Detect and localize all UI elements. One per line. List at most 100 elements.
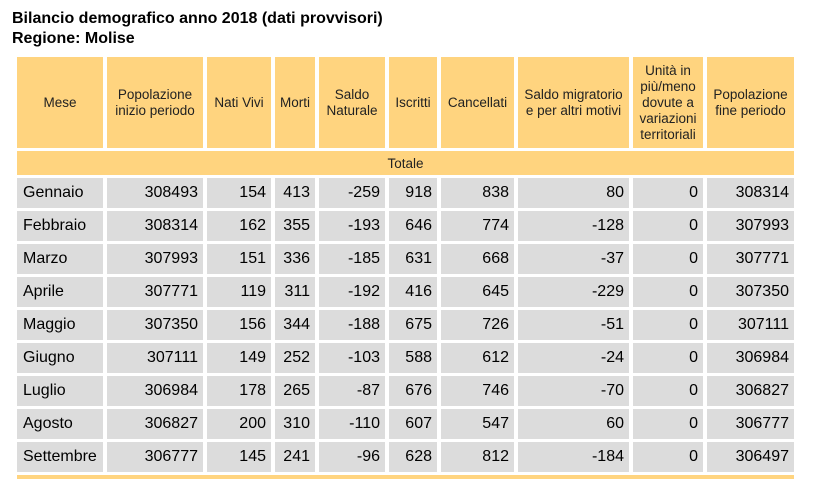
cell-saldo-naturale: -110	[319, 409, 385, 439]
cell-saldo-migratorio: 60	[518, 409, 629, 439]
cell-saldo-naturale: -96	[319, 442, 385, 472]
header-row: Mese Popolazione inizio periodo Nati Viv…	[17, 57, 794, 148]
cell-iscritti: 918	[389, 178, 437, 208]
cell-nati-vivi: 149	[207, 343, 271, 373]
cell-morti: 311	[275, 277, 315, 307]
cell-morti: 413	[275, 178, 315, 208]
cell-saldo-migratorio: -37	[518, 244, 629, 274]
table-row: Luglio 306984 178 265 -87 676 746 -70 0 306827	[17, 376, 794, 406]
cell-nati-vivi: 119	[207, 277, 271, 307]
cell-popolazione-inizio: 307771	[107, 277, 203, 307]
cell-morti: 265	[275, 376, 315, 406]
cell-popolazione-inizio: 307111	[107, 343, 203, 373]
cell-iscritti: 416	[389, 277, 437, 307]
section-label-totale: Totale	[17, 151, 794, 175]
cell-saldo-naturale: -192	[319, 277, 385, 307]
footer-bar	[17, 475, 794, 479]
cell-popolazione-inizio: 306984	[107, 376, 203, 406]
cell-saldo-naturale: -188	[319, 310, 385, 340]
cell-variazioni-territoriali: 0	[633, 310, 703, 340]
cell-iscritti: 607	[389, 409, 437, 439]
cell-morti: 241	[275, 442, 315, 472]
cell-iscritti: 675	[389, 310, 437, 340]
cell-iscritti: 588	[389, 343, 437, 373]
report-title: Bilancio demografico anno 2018 (dati pro…	[12, 10, 383, 27]
report-title-block: Bilancio demografico anno 2018 (dati pro…	[12, 9, 383, 49]
cell-mese: Giugno	[17, 343, 103, 373]
table-row: Gennaio 308493 154 413 -259 918 838 80 0 308314	[17, 178, 794, 208]
cell-cancellati: 645	[441, 277, 514, 307]
cell-popolazione-inizio: 308493	[107, 178, 203, 208]
cell-popolazione-fine: 306984	[707, 343, 794, 373]
cell-cancellati: 668	[441, 244, 514, 274]
cell-nati-vivi: 162	[207, 211, 271, 241]
cell-mese: Luglio	[17, 376, 103, 406]
table-row: Aprile 307771 119 311 -192 416 645 -229 0 307350	[17, 277, 794, 307]
header-popolazione-fine: Popolazione fine periodo	[707, 57, 794, 148]
cell-variazioni-territoriali: 0	[633, 409, 703, 439]
cell-variazioni-territoriali: 0	[633, 244, 703, 274]
cell-saldo-migratorio: 80	[518, 178, 629, 208]
table-row: Maggio 307350 156 344 -188 675 726 -51 0 307111	[17, 310, 794, 340]
cell-popolazione-fine: 308314	[707, 178, 794, 208]
cell-nati-vivi: 200	[207, 409, 271, 439]
cell-iscritti: 646	[389, 211, 437, 241]
cell-cancellati: 838	[441, 178, 514, 208]
header-nati-vivi: Nati Vivi	[207, 57, 271, 148]
cell-saldo-naturale: -103	[319, 343, 385, 373]
cell-popolazione-fine: 306497	[707, 442, 794, 472]
header-saldo-naturale: Saldo Naturale	[319, 57, 385, 148]
cell-popolazione-inizio: 306777	[107, 442, 203, 472]
header-saldo-migratorio: Saldo migratorio e per altri motivi	[518, 57, 629, 148]
cell-cancellati: 612	[441, 343, 514, 373]
header-popolazione-inizio: Popolazione inizio periodo	[107, 57, 203, 148]
section-row: Totale	[17, 151, 794, 175]
cell-variazioni-territoriali: 0	[633, 343, 703, 373]
cell-saldo-migratorio: -229	[518, 277, 629, 307]
table-row: Marzo 307993 151 336 -185 631 668 -37 0 307771	[17, 244, 794, 274]
cell-mese: Gennaio	[17, 178, 103, 208]
cell-cancellati: 774	[441, 211, 514, 241]
cell-saldo-migratorio: -128	[518, 211, 629, 241]
header-morti: Morti	[275, 57, 315, 148]
cell-popolazione-inizio: 307350	[107, 310, 203, 340]
cell-saldo-migratorio: -184	[518, 442, 629, 472]
header-variazioni-territoriali: Unità in più/meno dovute a variazioni te…	[633, 57, 703, 148]
cell-morti: 355	[275, 211, 315, 241]
cell-saldo-naturale: -193	[319, 211, 385, 241]
cell-mese: Febbraio	[17, 211, 103, 241]
table-row: Settembre 306777 145 241 -96 628 812 -184 0 30649…	[17, 442, 794, 472]
cell-nati-vivi: 145	[207, 442, 271, 472]
cell-popolazione-fine: 307350	[707, 277, 794, 307]
cell-cancellati: 547	[441, 409, 514, 439]
demographic-balance-table: Mese Popolazione inizio periodo Nati Viv…	[13, 54, 798, 482]
cell-nati-vivi: 178	[207, 376, 271, 406]
cell-nati-vivi: 151	[207, 244, 271, 274]
cell-saldo-naturale: -185	[319, 244, 385, 274]
header-iscritti: Iscritti	[389, 57, 437, 148]
cell-saldo-migratorio: -70	[518, 376, 629, 406]
cell-saldo-naturale: -87	[319, 376, 385, 406]
cell-saldo-migratorio: -24	[518, 343, 629, 373]
cell-morti: 310	[275, 409, 315, 439]
table-row: Giugno 307111 149 252 -103 588 612 -24 0 306984	[17, 343, 794, 373]
cell-mese: Marzo	[17, 244, 103, 274]
cell-cancellati: 726	[441, 310, 514, 340]
cell-iscritti: 631	[389, 244, 437, 274]
table-row: Febbraio 308314 162 355 -193 646 774 -128 0 30799…	[17, 211, 794, 241]
cell-morti: 344	[275, 310, 315, 340]
cell-cancellati: 746	[441, 376, 514, 406]
footer-bar-row	[17, 475, 794, 479]
cell-popolazione-fine: 306827	[707, 376, 794, 406]
cell-mese: Settembre	[17, 442, 103, 472]
cell-mese: Aprile	[17, 277, 103, 307]
cell-morti: 252	[275, 343, 315, 373]
cell-variazioni-territoriali: 0	[633, 178, 703, 208]
header-mese: Mese	[17, 57, 103, 148]
cell-variazioni-territoriali: 0	[633, 211, 703, 241]
cell-iscritti: 628	[389, 442, 437, 472]
cell-variazioni-territoriali: 0	[633, 277, 703, 307]
cell-popolazione-fine: 307111	[707, 310, 794, 340]
cell-mese: Maggio	[17, 310, 103, 340]
table-row: Agosto 306827 200 310 -110 607 547 60 0 306777	[17, 409, 794, 439]
